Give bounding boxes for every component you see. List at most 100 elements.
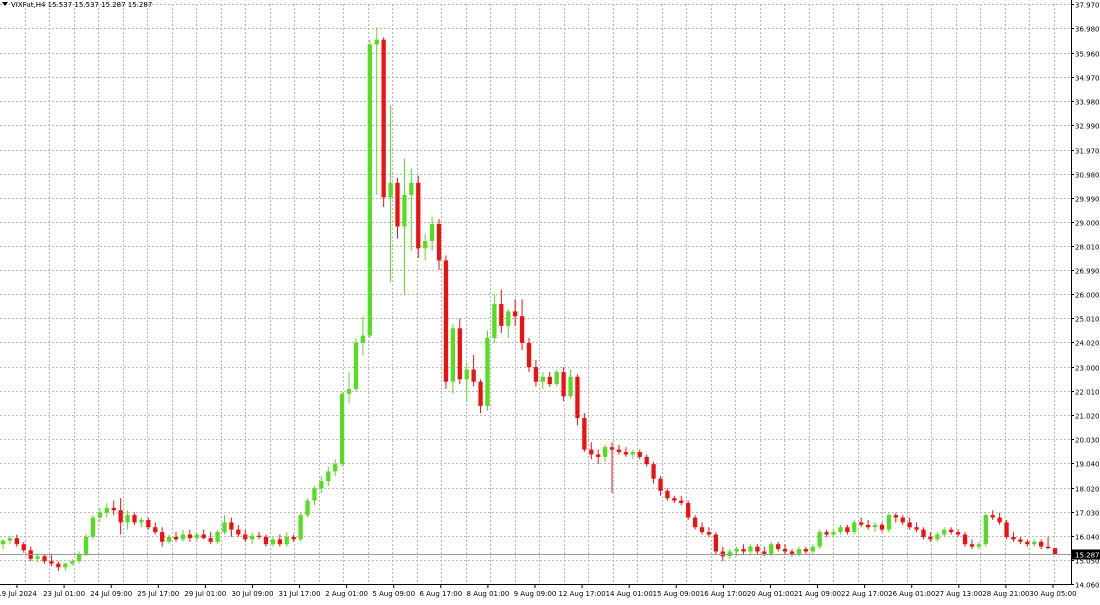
candle-body bbox=[388, 182, 393, 198]
candle-body bbox=[921, 529, 926, 537]
candle-body bbox=[312, 488, 317, 501]
y-tick-label: 23.000 bbox=[1075, 365, 1100, 373]
candle-body bbox=[353, 342, 359, 389]
candle-body bbox=[831, 532, 836, 535]
grid bbox=[0, 4, 1071, 585]
candle-body bbox=[554, 371, 559, 385]
y-tick-label: 36.980 bbox=[1075, 26, 1100, 34]
y-tick-label: 15.050 bbox=[1075, 558, 1100, 566]
symbol-name: VIXFut,H4 bbox=[11, 1, 46, 9]
candle-body bbox=[395, 182, 400, 227]
candle-body bbox=[277, 539, 282, 545]
candle-body bbox=[63, 563, 68, 568]
x-tick-label: 31 Jul 17:00 bbox=[279, 590, 321, 598]
candle-body bbox=[443, 260, 449, 382]
candle-body bbox=[90, 517, 96, 537]
candle-body bbox=[513, 311, 518, 317]
y-tick-label: 19.040 bbox=[1075, 461, 1100, 469]
candle-body bbox=[1045, 546, 1051, 549]
candle-body bbox=[367, 44, 372, 336]
y-tick-label: 32.990 bbox=[1075, 123, 1100, 131]
x-tick-label: 12 Aug 17:00 bbox=[558, 590, 605, 598]
candle-body bbox=[962, 534, 968, 545]
candle-body bbox=[146, 519, 151, 528]
x-tick-label: 29 Jul 01:00 bbox=[184, 590, 226, 598]
candle-body bbox=[485, 338, 490, 406]
x-tick-label: 23 Jul 01:00 bbox=[43, 590, 85, 598]
candle-body bbox=[326, 471, 331, 482]
candle-body bbox=[623, 452, 629, 455]
candle-body bbox=[194, 534, 199, 539]
candle-body bbox=[339, 393, 345, 465]
candle-body bbox=[900, 517, 905, 523]
y-tick-label: 16.040 bbox=[1075, 534, 1100, 542]
candle-body bbox=[374, 39, 379, 45]
y-tick-label: 14.060 bbox=[1075, 582, 1100, 590]
candle-body bbox=[471, 369, 476, 382]
candle-body bbox=[499, 304, 504, 326]
y-tick-label: 33.980 bbox=[1075, 99, 1100, 107]
candle-body bbox=[817, 532, 822, 547]
candle-body bbox=[208, 538, 213, 542]
candle-body bbox=[1039, 541, 1044, 547]
candle-body bbox=[637, 452, 642, 457]
candle-body bbox=[824, 532, 829, 535]
candle-body bbox=[416, 182, 421, 249]
candle-body bbox=[706, 532, 712, 535]
candles bbox=[0, 27, 1058, 571]
candle-body bbox=[942, 529, 947, 535]
candle-body bbox=[305, 500, 310, 516]
candle-body bbox=[42, 556, 47, 562]
candle-body bbox=[243, 534, 248, 540]
candle-body bbox=[423, 240, 428, 249]
candle-body bbox=[796, 549, 802, 554]
y-tick-label: 31.970 bbox=[1075, 148, 1100, 156]
candle-body bbox=[727, 551, 732, 557]
x-tick-label: 30 Aug 05:00 bbox=[1029, 590, 1076, 598]
candle-body bbox=[602, 447, 608, 457]
y-tick-label: 28.010 bbox=[1075, 244, 1100, 252]
y-tick-label: 29.990 bbox=[1075, 196, 1100, 204]
candle-body bbox=[533, 367, 539, 382]
candle-body bbox=[990, 515, 995, 518]
candle-body bbox=[360, 335, 366, 343]
candle-body bbox=[679, 500, 684, 503]
x-tick-label: 2 Aug 01:00 bbox=[325, 590, 368, 598]
candle-body bbox=[429, 224, 435, 241]
candle-body bbox=[1018, 539, 1023, 542]
collapse-triangle-icon[interactable] bbox=[2, 2, 8, 6]
last-price-label: 15.287 bbox=[1075, 552, 1100, 560]
x-tick-label: 21 Aug 09:00 bbox=[794, 590, 841, 598]
candle-body bbox=[865, 524, 871, 528]
candle-body bbox=[14, 538, 19, 545]
candle-body bbox=[741, 549, 746, 552]
candle-body bbox=[859, 522, 864, 525]
candle-body bbox=[582, 418, 587, 450]
candle-body bbox=[776, 544, 781, 550]
candle-body bbox=[692, 517, 698, 528]
x-tick-label: 26 Aug 01:00 bbox=[888, 590, 935, 598]
y-tick-label: 25.010 bbox=[1075, 316, 1100, 324]
candle-body bbox=[672, 498, 677, 501]
candle-body bbox=[561, 371, 566, 397]
x-tick-label: 14 Aug 01:00 bbox=[606, 590, 653, 598]
candle-body bbox=[789, 551, 795, 554]
candle-body bbox=[478, 381, 483, 406]
candle-body bbox=[755, 546, 760, 552]
candle-body bbox=[492, 304, 497, 339]
candle-body bbox=[1025, 541, 1030, 545]
candle-body bbox=[997, 517, 1002, 523]
candle-body bbox=[298, 515, 303, 540]
candle-body bbox=[526, 342, 532, 368]
x-tick-label: 22 Aug 17:00 bbox=[841, 590, 888, 598]
y-tick-label: 26.990 bbox=[1075, 268, 1100, 276]
candle-body bbox=[734, 549, 739, 552]
y-tick-label: 17.030 bbox=[1075, 510, 1100, 518]
candle-body bbox=[540, 376, 545, 382]
x-tick-label: 16 Aug 17:00 bbox=[700, 590, 747, 598]
candle-body bbox=[748, 546, 753, 552]
candle-body bbox=[70, 561, 75, 564]
